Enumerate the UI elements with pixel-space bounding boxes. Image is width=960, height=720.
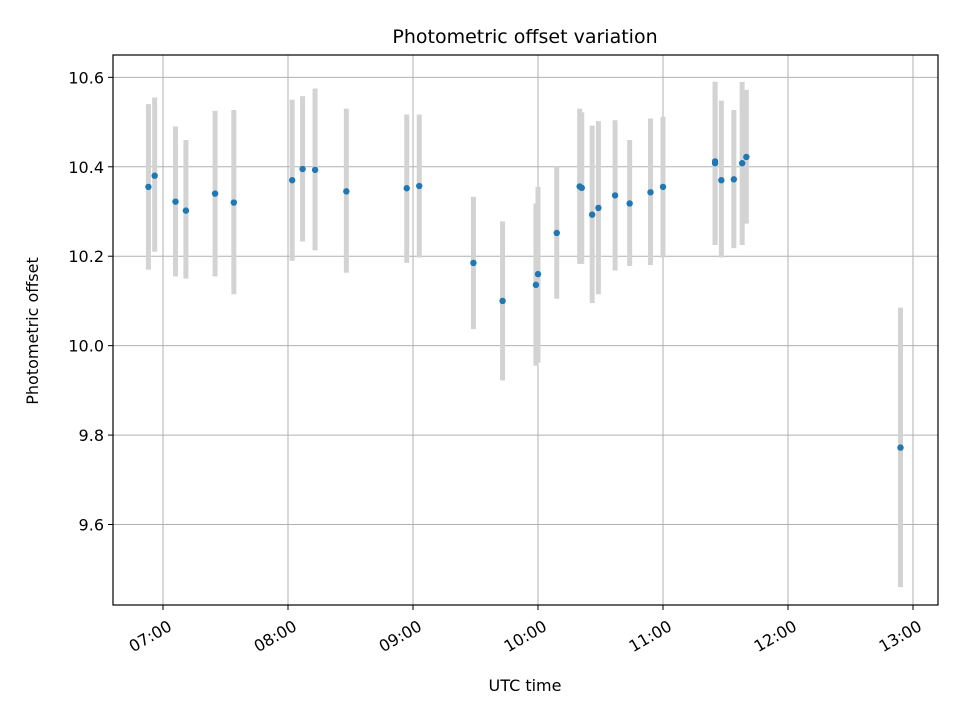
data-point	[532, 281, 540, 289]
data-point	[343, 188, 350, 195]
data-point	[499, 297, 506, 305]
y-tick-label: 10.4	[68, 158, 104, 177]
data-point	[403, 185, 410, 192]
y-tick-label: 10.6	[68, 68, 104, 87]
data-point	[553, 229, 560, 237]
data-point	[595, 204, 602, 212]
data-point	[534, 270, 542, 278]
data-point	[470, 259, 477, 267]
y-tick-label: 9.6	[79, 516, 104, 535]
data-point	[730, 176, 738, 183]
data-point	[897, 444, 904, 451]
y-tick-label: 10.0	[68, 337, 104, 356]
y-axis-label: Photometric offset	[23, 257, 42, 405]
data-point	[299, 165, 306, 173]
data-point	[172, 198, 179, 205]
y-tick-label: 9.8	[79, 426, 104, 445]
data-point	[588, 211, 596, 218]
data-point	[311, 166, 319, 174]
data-point	[626, 200, 633, 207]
grid	[113, 55, 938, 605]
plot-frame	[112, 54, 939, 606]
data-point	[738, 160, 746, 167]
data-point	[288, 177, 296, 184]
data-point	[182, 207, 190, 214]
data-point	[718, 177, 725, 184]
data-point	[151, 172, 158, 179]
data-point	[230, 199, 238, 206]
data-point	[578, 184, 585, 192]
data-points	[145, 153, 904, 451]
chart-title: Photometric offset variation	[392, 26, 657, 48]
data-point	[743, 153, 750, 161]
data-point	[211, 190, 219, 197]
plot-area	[113, 55, 938, 605]
data-point	[659, 183, 667, 191]
x-axis-label: UTC time	[489, 676, 562, 695]
data-point	[711, 158, 719, 165]
data-point	[611, 192, 619, 199]
data-point	[416, 182, 423, 190]
data-point	[145, 183, 152, 191]
y-tick-label: 10.2	[68, 247, 104, 266]
data-point	[647, 189, 654, 196]
